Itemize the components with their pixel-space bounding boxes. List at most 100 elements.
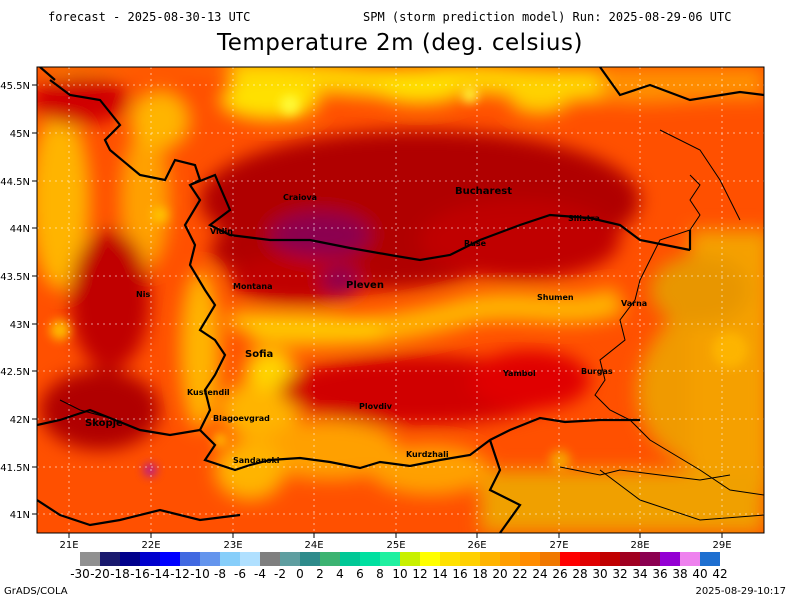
city-labels: Craiova Bucharest Silistra Ruse Vidin Mo… (85, 186, 647, 465)
color-scale-swatch (440, 552, 460, 566)
city-label: Vidin (210, 227, 233, 236)
color-scale-label: -18 (110, 567, 130, 581)
color-scale-label: 28 (572, 567, 588, 581)
color-scale-label: -6 (234, 567, 246, 581)
color-scale-label: -16 (130, 567, 150, 581)
lat-label: 45.5N (0, 81, 30, 92)
city-label: Varna (621, 299, 647, 308)
color-scale-label: -14 (150, 567, 170, 581)
forecast-time-label: forecast - 2025-08-30-13 UTC (48, 10, 251, 24)
software-credit: GrADS/COLA (4, 586, 68, 597)
color-scale-swatch (560, 552, 580, 566)
lat-label: 41N (10, 510, 30, 521)
color-scale-swatch (100, 552, 120, 566)
country-borders (37, 67, 764, 533)
color-scale-label: 0 (296, 567, 304, 581)
city-label: Kustendil (187, 388, 230, 397)
lat-label: 44.5N (0, 177, 30, 188)
city-label: Silistra (568, 214, 600, 223)
color-scale-label: 22 (512, 567, 528, 581)
color-scale-swatch (520, 552, 540, 566)
city-label: Plovdiv (359, 402, 393, 411)
color-scale-label: 6 (356, 567, 364, 581)
city-label: Pleven (346, 280, 384, 291)
color-scale-label: 34 (632, 567, 648, 581)
color-scale-swatch (460, 552, 480, 566)
color-scale-swatch (400, 552, 420, 566)
lon-label: 24E (304, 540, 323, 551)
color-scale-label: 4 (336, 567, 344, 581)
city-label: Shumen (537, 293, 574, 302)
color-scale-swatch (500, 552, 520, 566)
color-scale-label: 16 (452, 567, 468, 581)
color-scale-label: 8 (376, 567, 384, 581)
color-scale-label: -4 (254, 567, 266, 581)
color-scale-label: 20 (492, 567, 508, 581)
city-label: Burgas (581, 367, 613, 376)
city-label: Sofia (245, 349, 273, 360)
lat-label: 42.5N (0, 367, 30, 378)
color-scale-swatch (680, 552, 700, 566)
color-scale-swatch (160, 552, 180, 566)
lon-label: 26E (467, 540, 486, 551)
color-scale-swatch (240, 552, 260, 566)
lon-label: 21E (59, 540, 78, 551)
lon-label: 27E (549, 540, 568, 551)
color-scale-swatch (660, 552, 680, 566)
color-scale-label: -30 (70, 567, 90, 581)
color-scale-label: 26 (552, 567, 568, 581)
map-title: Temperature 2m (deg. celsius) (217, 30, 583, 56)
plot-frame (36, 66, 765, 534)
color-scale-swatch (620, 552, 640, 566)
color-scale-label: 30 (592, 567, 608, 581)
color-scale-swatch (180, 552, 200, 566)
color-scale-swatch (300, 552, 320, 566)
color-scale-label: 40 (692, 567, 708, 581)
color-scale-swatch (320, 552, 340, 566)
city-label: Kurdzhali (406, 450, 449, 459)
color-scale-swatch (140, 552, 160, 566)
lon-label: 23E (223, 540, 242, 551)
color-scale-swatch (640, 552, 660, 566)
color-scale-label: -12 (170, 567, 190, 581)
city-label: Sandanski (233, 456, 280, 465)
lat-label: 45N (10, 129, 30, 140)
color-scale-label: -2 (274, 567, 286, 581)
city-label: Bucharest (455, 186, 512, 197)
lon-label: 25E (386, 540, 405, 551)
axis-ticks (32, 84, 723, 538)
lon-label: 28E (630, 540, 649, 551)
color-scale-swatch (420, 552, 440, 566)
temperature-field (37, 67, 764, 533)
color-scale-swatch (480, 552, 500, 566)
color-scale-label: 36 (652, 567, 668, 581)
color-scale-label: 12 (412, 567, 428, 581)
color-scale-labels: -30 -20 -18 -16 -14 -12 -10 -8 -6 -4 -2 0 2 4 6 8 10 12 14… (70, 567, 727, 583)
color-scale-bar (80, 552, 720, 566)
color-scale-label: 24 (532, 567, 548, 581)
color-scale-swatch (600, 552, 620, 566)
color-scale-label: 32 (612, 567, 628, 581)
color-scale-swatch (220, 552, 240, 566)
color-scale-swatch (280, 552, 300, 566)
lon-label: 29E (712, 540, 731, 551)
city-label: Nis (136, 290, 150, 299)
color-scale-label: 10 (392, 567, 408, 581)
color-scale-swatch (360, 552, 380, 566)
color-scale-swatch (80, 552, 100, 566)
generated-timestamp: 2025-08-29-10:17 (695, 586, 786, 597)
color-scale-label: 38 (672, 567, 688, 581)
city-label: Blagoevgrad (213, 414, 270, 423)
lon-label: 22E (141, 540, 160, 551)
lat-label: 42N (10, 415, 30, 426)
lat-label: 41.5N (0, 463, 30, 474)
lat-label: 43N (10, 320, 30, 331)
color-scale-swatch (700, 552, 720, 566)
lat-label: 44N (10, 224, 30, 235)
city-label: Ruse (464, 239, 487, 248)
color-scale-label: -20 (90, 567, 110, 581)
city-label: Montana (233, 282, 272, 291)
color-scale-swatch (200, 552, 220, 566)
graticule (37, 67, 764, 533)
